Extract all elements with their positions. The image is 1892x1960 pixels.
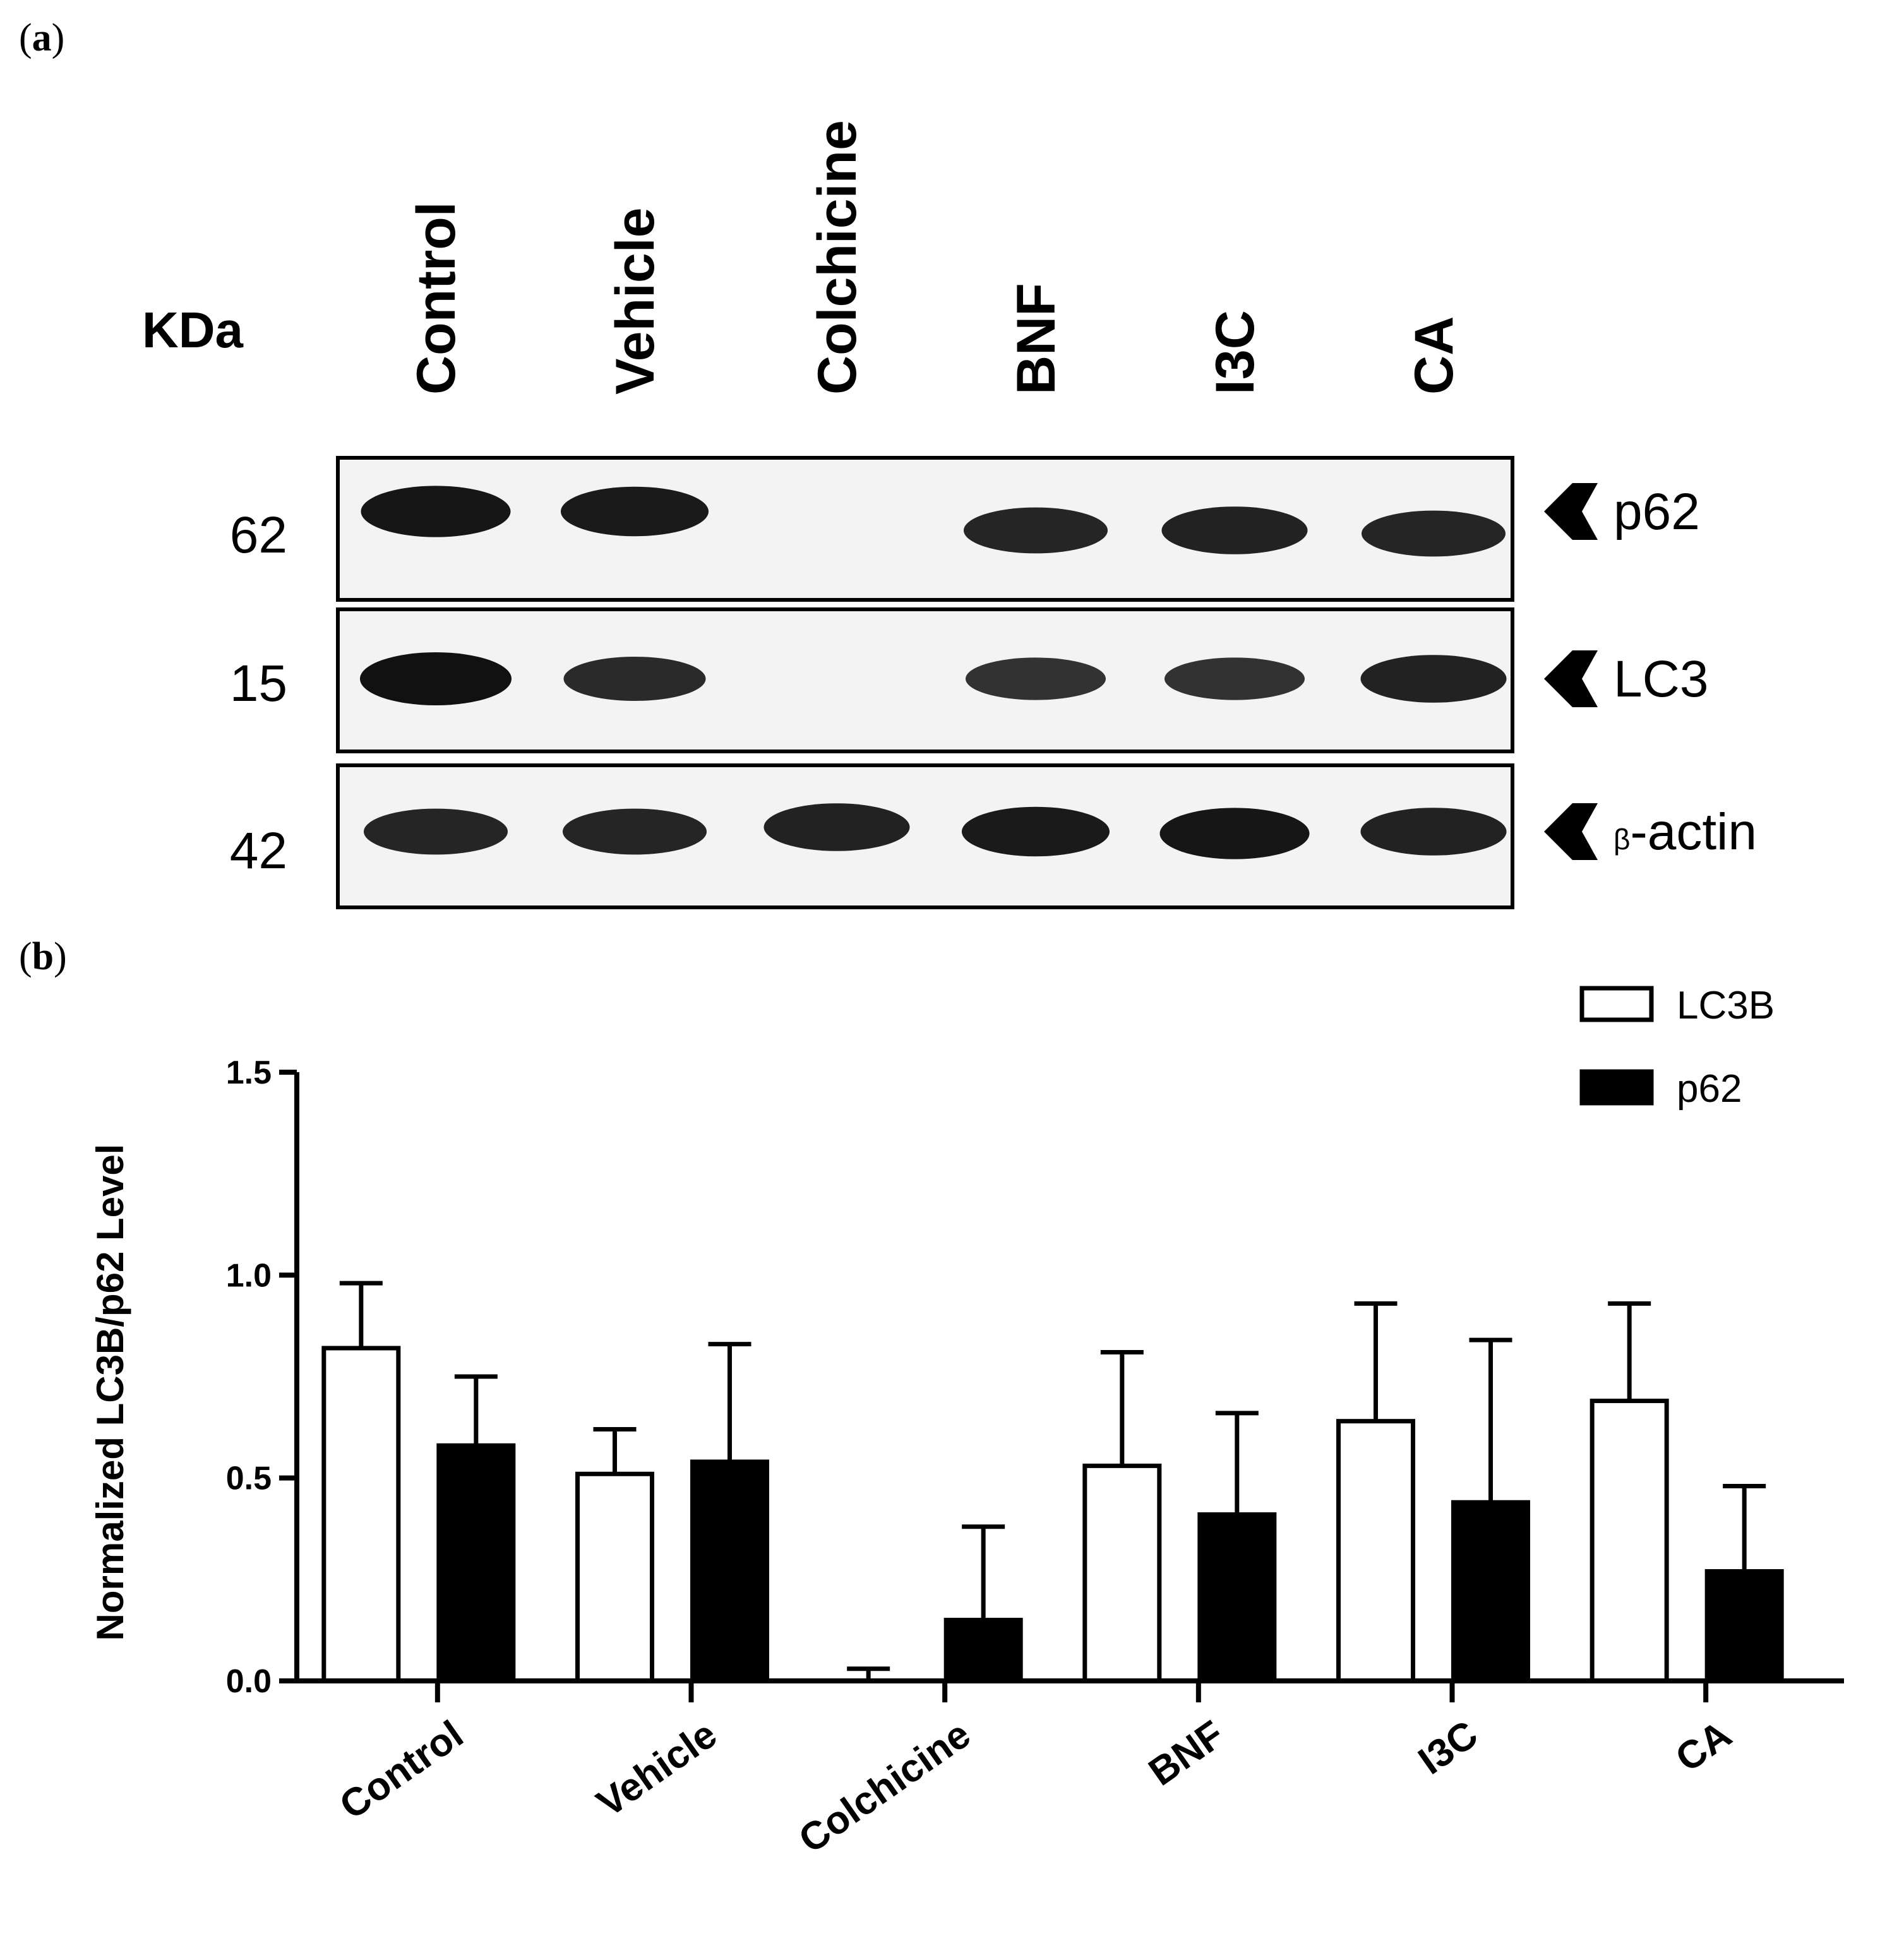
- x-tick-label-ca: CA: [1668, 1712, 1739, 1781]
- bar-p62-bnf: [1197, 1512, 1277, 1683]
- y-tick-label: 0.5: [226, 1461, 272, 1497]
- blot-strip-actin: 42 β-actin: [230, 763, 1757, 909]
- x-tick-label-colchicine: Colchicine: [791, 1712, 978, 1861]
- bar-lc3b-control: [321, 1346, 401, 1683]
- bar-p62-colchicine: [943, 1618, 1023, 1683]
- blot-strip-frame: [336, 607, 1514, 753]
- band-actin-vehicle: [563, 808, 707, 855]
- blot-strip-lc3: 15 LC3: [230, 607, 1708, 753]
- y-axis: 0.0 0.5 1.0 1.5: [226, 1055, 299, 1700]
- panel-a-label: (a): [19, 16, 64, 59]
- legend-swatch-p62: [1579, 1069, 1654, 1106]
- band-lc3-vehicle: [563, 657, 706, 701]
- y-tick-label: 1.0: [226, 1257, 272, 1294]
- legend-label-p62: p62: [1677, 1067, 1742, 1111]
- blot-strip-p62: 62 p62: [230, 456, 1700, 602]
- band-name-actin: β-actin: [1614, 803, 1757, 861]
- band-p62-bnf: [964, 507, 1108, 554]
- kda-header: KDa: [142, 302, 244, 358]
- bar-p62-vehicle: [690, 1459, 769, 1683]
- bar-p62-control: [436, 1443, 516, 1683]
- y-tick-label: 1.5: [226, 1055, 272, 1091]
- western-blot: KDa Control Vehicle Colchicine BNF I3C CA 62 p…: [142, 120, 1757, 909]
- band-lc3-ca: [1360, 655, 1507, 703]
- legend-swatch-lc3b: [1579, 986, 1654, 1022]
- bar-lc3b-vehicle: [575, 1471, 654, 1683]
- band-lc3-i3c: [1165, 657, 1305, 700]
- x-axis: Control Vehicle Colchicine BNF I3C CA: [297, 1678, 1844, 1861]
- legend-label-lc3b: LC3B: [1677, 984, 1775, 1027]
- lane-labels: Control Vehicle Colchicine BNF I3C CA: [406, 120, 1464, 395]
- band-name-lc3: LC3: [1614, 650, 1708, 708]
- bar-lc3b-ca: [1590, 1399, 1669, 1683]
- lane-label-bnf: BNF: [1006, 283, 1067, 395]
- y-tick-label: 0.0: [226, 1663, 272, 1700]
- band-actin-colchicine: [763, 803, 910, 851]
- band-p62-vehicle: [561, 486, 709, 537]
- kda-marker-15: 15: [230, 655, 287, 712]
- lane-label-vehicle: Vehicle: [605, 208, 666, 395]
- lane-label-ca: CA: [1404, 316, 1464, 395]
- bar-chart: Normalized LC3B/p62 Level 0.0 0.5 1.0 1.5 C…: [89, 984, 1844, 1861]
- band-name-text: -actin: [1630, 803, 1757, 861]
- band-name-p62: p62: [1614, 483, 1700, 541]
- bar-lc3b-bnf: [1082, 1463, 1162, 1683]
- band-lc3-bnf: [966, 657, 1106, 700]
- band-lc3-control: [360, 652, 512, 705]
- band-p62-i3c: [1161, 506, 1308, 554]
- band-actin-i3c: [1159, 808, 1310, 859]
- arrowhead-icon: [1544, 483, 1598, 540]
- x-tick-label-i3c: I3C: [1411, 1712, 1486, 1783]
- bar-lc3b-i3c: [1336, 1419, 1415, 1683]
- bar-p62-ca: [1704, 1569, 1784, 1683]
- band-actin-ca: [1360, 808, 1507, 856]
- y-axis-label: Normalized LC3B/p62 Level: [89, 1144, 131, 1641]
- legend: LC3B p62: [1579, 984, 1775, 1111]
- bars: [321, 1281, 1784, 1683]
- x-tick-label-bnf: BNF: [1141, 1712, 1232, 1795]
- band-name-prefix: β: [1614, 823, 1630, 856]
- band-actin-control: [364, 808, 508, 855]
- band-actin-bnf: [962, 806, 1110, 857]
- panel-b-label: (b): [19, 935, 67, 978]
- lane-label-control: Control: [406, 201, 467, 395]
- blot-strip-frame: [336, 763, 1514, 909]
- band-p62-control: [361, 486, 511, 537]
- x-tick-label-vehicle: Vehicle: [589, 1712, 725, 1826]
- arrowhead-icon: [1544, 650, 1598, 707]
- band-p62-ca: [1362, 510, 1506, 557]
- kda-marker-62: 62: [230, 506, 287, 564]
- arrowhead-icon: [1544, 803, 1598, 860]
- bar-p62-i3c: [1451, 1500, 1530, 1683]
- lane-label-i3c: I3C: [1205, 310, 1266, 395]
- blot-strip-frame: [336, 456, 1514, 602]
- kda-marker-42: 42: [230, 822, 287, 880]
- blot-strips: 62 p62 15 LC3 42 β-actin: [230, 456, 1757, 909]
- lane-label-colchicine: Colchicine: [807, 120, 868, 395]
- x-tick-label-control: Control: [332, 1712, 471, 1828]
